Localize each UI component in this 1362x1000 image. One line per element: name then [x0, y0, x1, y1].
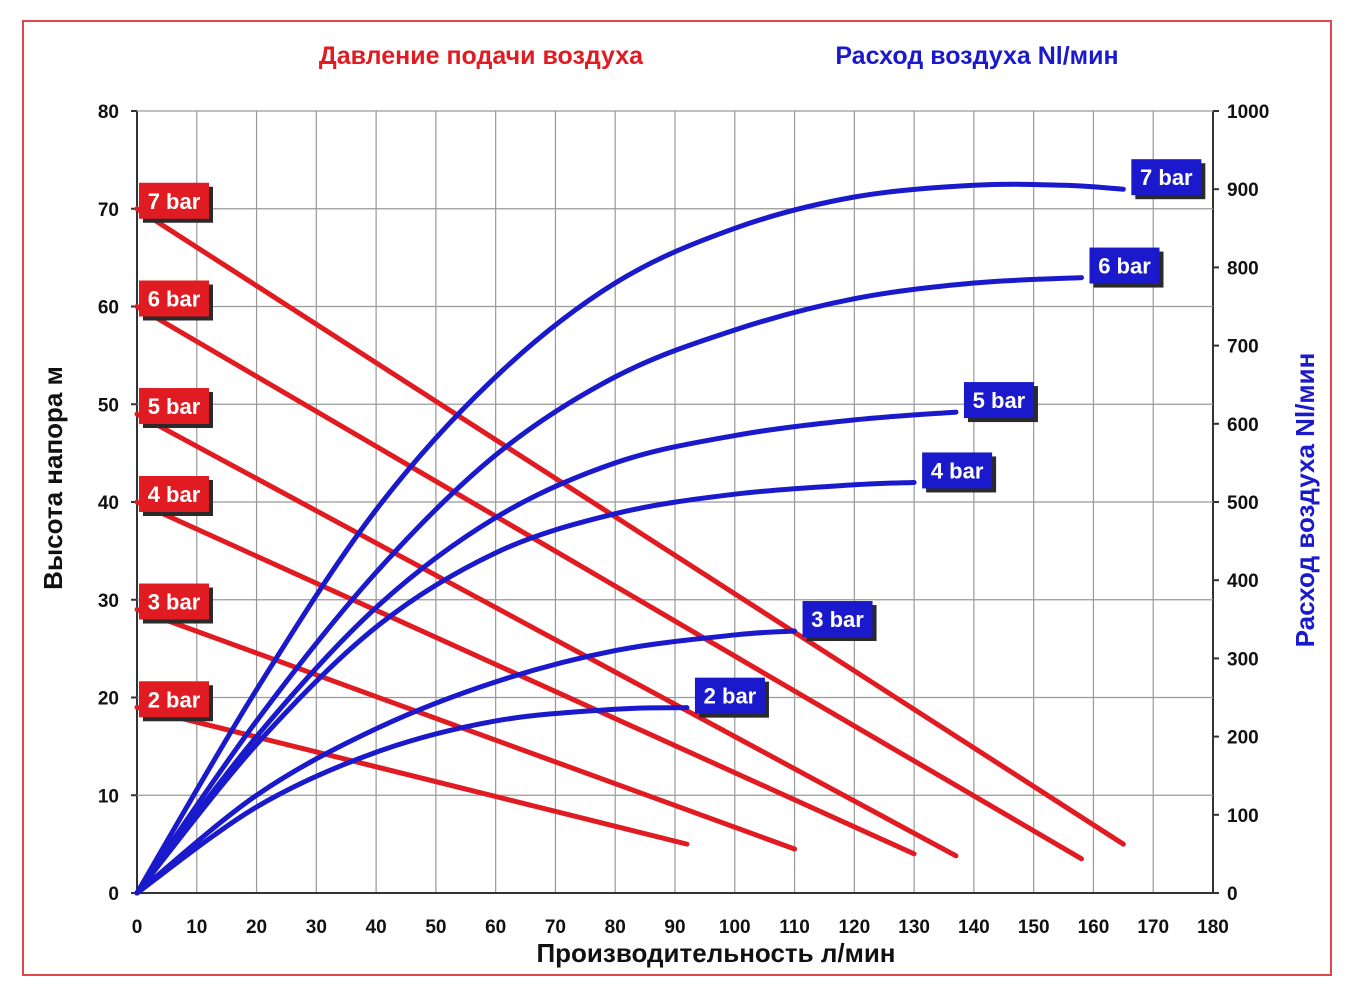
pressure-label-box [139, 476, 209, 512]
right-tick-label: 200 [1227, 728, 1259, 749]
x-tick-label: 130 [898, 917, 930, 938]
pressure-label-box [139, 583, 209, 620]
left-axis-title: Высота напора м [38, 366, 68, 590]
airflow-label-box [1131, 159, 1202, 196]
x-tick-label: 50 [425, 917, 446, 938]
right-tick-label: 1000 [1227, 102, 1269, 123]
left-tick-label: 30 [98, 591, 119, 612]
pressure-line [134, 499, 917, 857]
right-axis-title: Расход воздуха Nl/мин [1290, 353, 1320, 648]
airflow-curve [134, 705, 690, 896]
x-axis-ticks: 0 10 20 30 40 50 60 70 80 90 100 110 120 130 140 150 160… [132, 917, 1229, 938]
pressure-line [134, 411, 959, 859]
airflow-label-text: 5 bar [973, 388, 1026, 413]
right-tick-label: 0 [1227, 884, 1238, 905]
airflow-label-text: 2 bar [704, 684, 757, 709]
pressure-label-text: 6 bar [148, 287, 201, 312]
airflow-label-text: 6 bar [1098, 254, 1151, 279]
left-tick-label: 0 [108, 884, 119, 905]
left-tick-label: 20 [98, 689, 119, 710]
right-tick-label: 400 [1227, 571, 1259, 592]
pressure-label-box [139, 280, 209, 317]
airflow-label-box [922, 452, 993, 489]
x-tick-label: 10 [186, 917, 207, 938]
x-tick-label: 40 [366, 917, 387, 938]
airflow-curve [134, 409, 959, 896]
airflow-label-text: 3 bar [811, 607, 864, 632]
airflow-label-box [1089, 247, 1160, 284]
x-tick-label: 80 [605, 917, 626, 938]
right-tick-label: 700 [1227, 337, 1259, 358]
pressure-line [134, 206, 1126, 847]
header-pressure: Давление подачи воздуха [319, 42, 644, 70]
right-tick-label: 100 [1227, 806, 1259, 827]
pressure-label-box [139, 681, 209, 718]
airflow-curve [134, 479, 917, 896]
airflow-curve [134, 628, 798, 896]
airflow-curve [134, 181, 1126, 896]
pressure-line [134, 304, 1084, 862]
x-axis-title: Производительность л/мин [536, 938, 895, 968]
pressure-label-box [139, 388, 209, 425]
x-tick-label: 70 [545, 917, 566, 938]
airflow-lines [134, 181, 1126, 896]
left-tick-label: 70 [98, 200, 119, 221]
left-tick-label: 60 [98, 298, 119, 319]
x-tick-label: 20 [246, 917, 267, 938]
pressure-label-text: 3 bar [148, 590, 201, 615]
right-tick-label: 500 [1227, 493, 1259, 514]
chart-frame [22, 20, 1332, 976]
airflow-label-box [963, 382, 1034, 419]
right-tick-label: 900 [1227, 180, 1259, 201]
left-tick-label: 40 [98, 493, 119, 514]
pressure-label-text: 4 bar [148, 482, 201, 507]
pressure-label-text: 7 bar [148, 189, 201, 214]
airflow-label-text: 4 bar [931, 458, 984, 483]
grid [136, 110, 1214, 894]
pressure-line [134, 704, 690, 847]
pressure-label-text: 2 bar [148, 687, 201, 712]
left-tick-label: 50 [98, 395, 119, 416]
x-tick-label: 0 [132, 917, 143, 938]
right-tick-label: 300 [1227, 649, 1259, 670]
x-tick-label: 150 [1018, 917, 1050, 938]
x-tick-label: 110 [779, 917, 810, 938]
x-tick-label: 60 [485, 917, 506, 938]
airflow-label-text: 7 bar [1140, 165, 1193, 190]
right-axis-ticks: 0 100 200 300 400 500 600 700 800 900 1000 [1213, 102, 1269, 905]
x-tick-label: 160 [1078, 917, 1110, 938]
x-tick-label: 90 [664, 917, 685, 938]
right-tick-label: 800 [1227, 258, 1259, 279]
airflow-label-box [694, 677, 765, 714]
x-tick-label: 170 [1137, 917, 1169, 938]
left-tick-label: 10 [98, 786, 119, 807]
left-tick-label: 80 [98, 102, 119, 123]
series-labels: 7 bar 6 bar 5 bar 4 bar 3 bar 2 bar 7 bar 6 bar… [139, 159, 1206, 722]
x-tick-label: 180 [1197, 917, 1229, 938]
left-axis-ticks: 0 10 20 30 40 50 60 70 80 [98, 102, 137, 905]
right-tick-label: 600 [1227, 415, 1259, 436]
x-tick-label: 120 [838, 917, 870, 938]
header-airflow: Расход воздуха Nl/мин [835, 42, 1118, 70]
pressure-label-text: 5 bar [148, 394, 201, 419]
airflow-label-box [802, 601, 873, 638]
x-tick-label: 100 [719, 917, 751, 938]
x-tick-label: 30 [306, 917, 327, 938]
pressure-label-box [139, 182, 209, 219]
airflow-curve [134, 275, 1084, 896]
x-tick-label: 140 [958, 917, 990, 938]
